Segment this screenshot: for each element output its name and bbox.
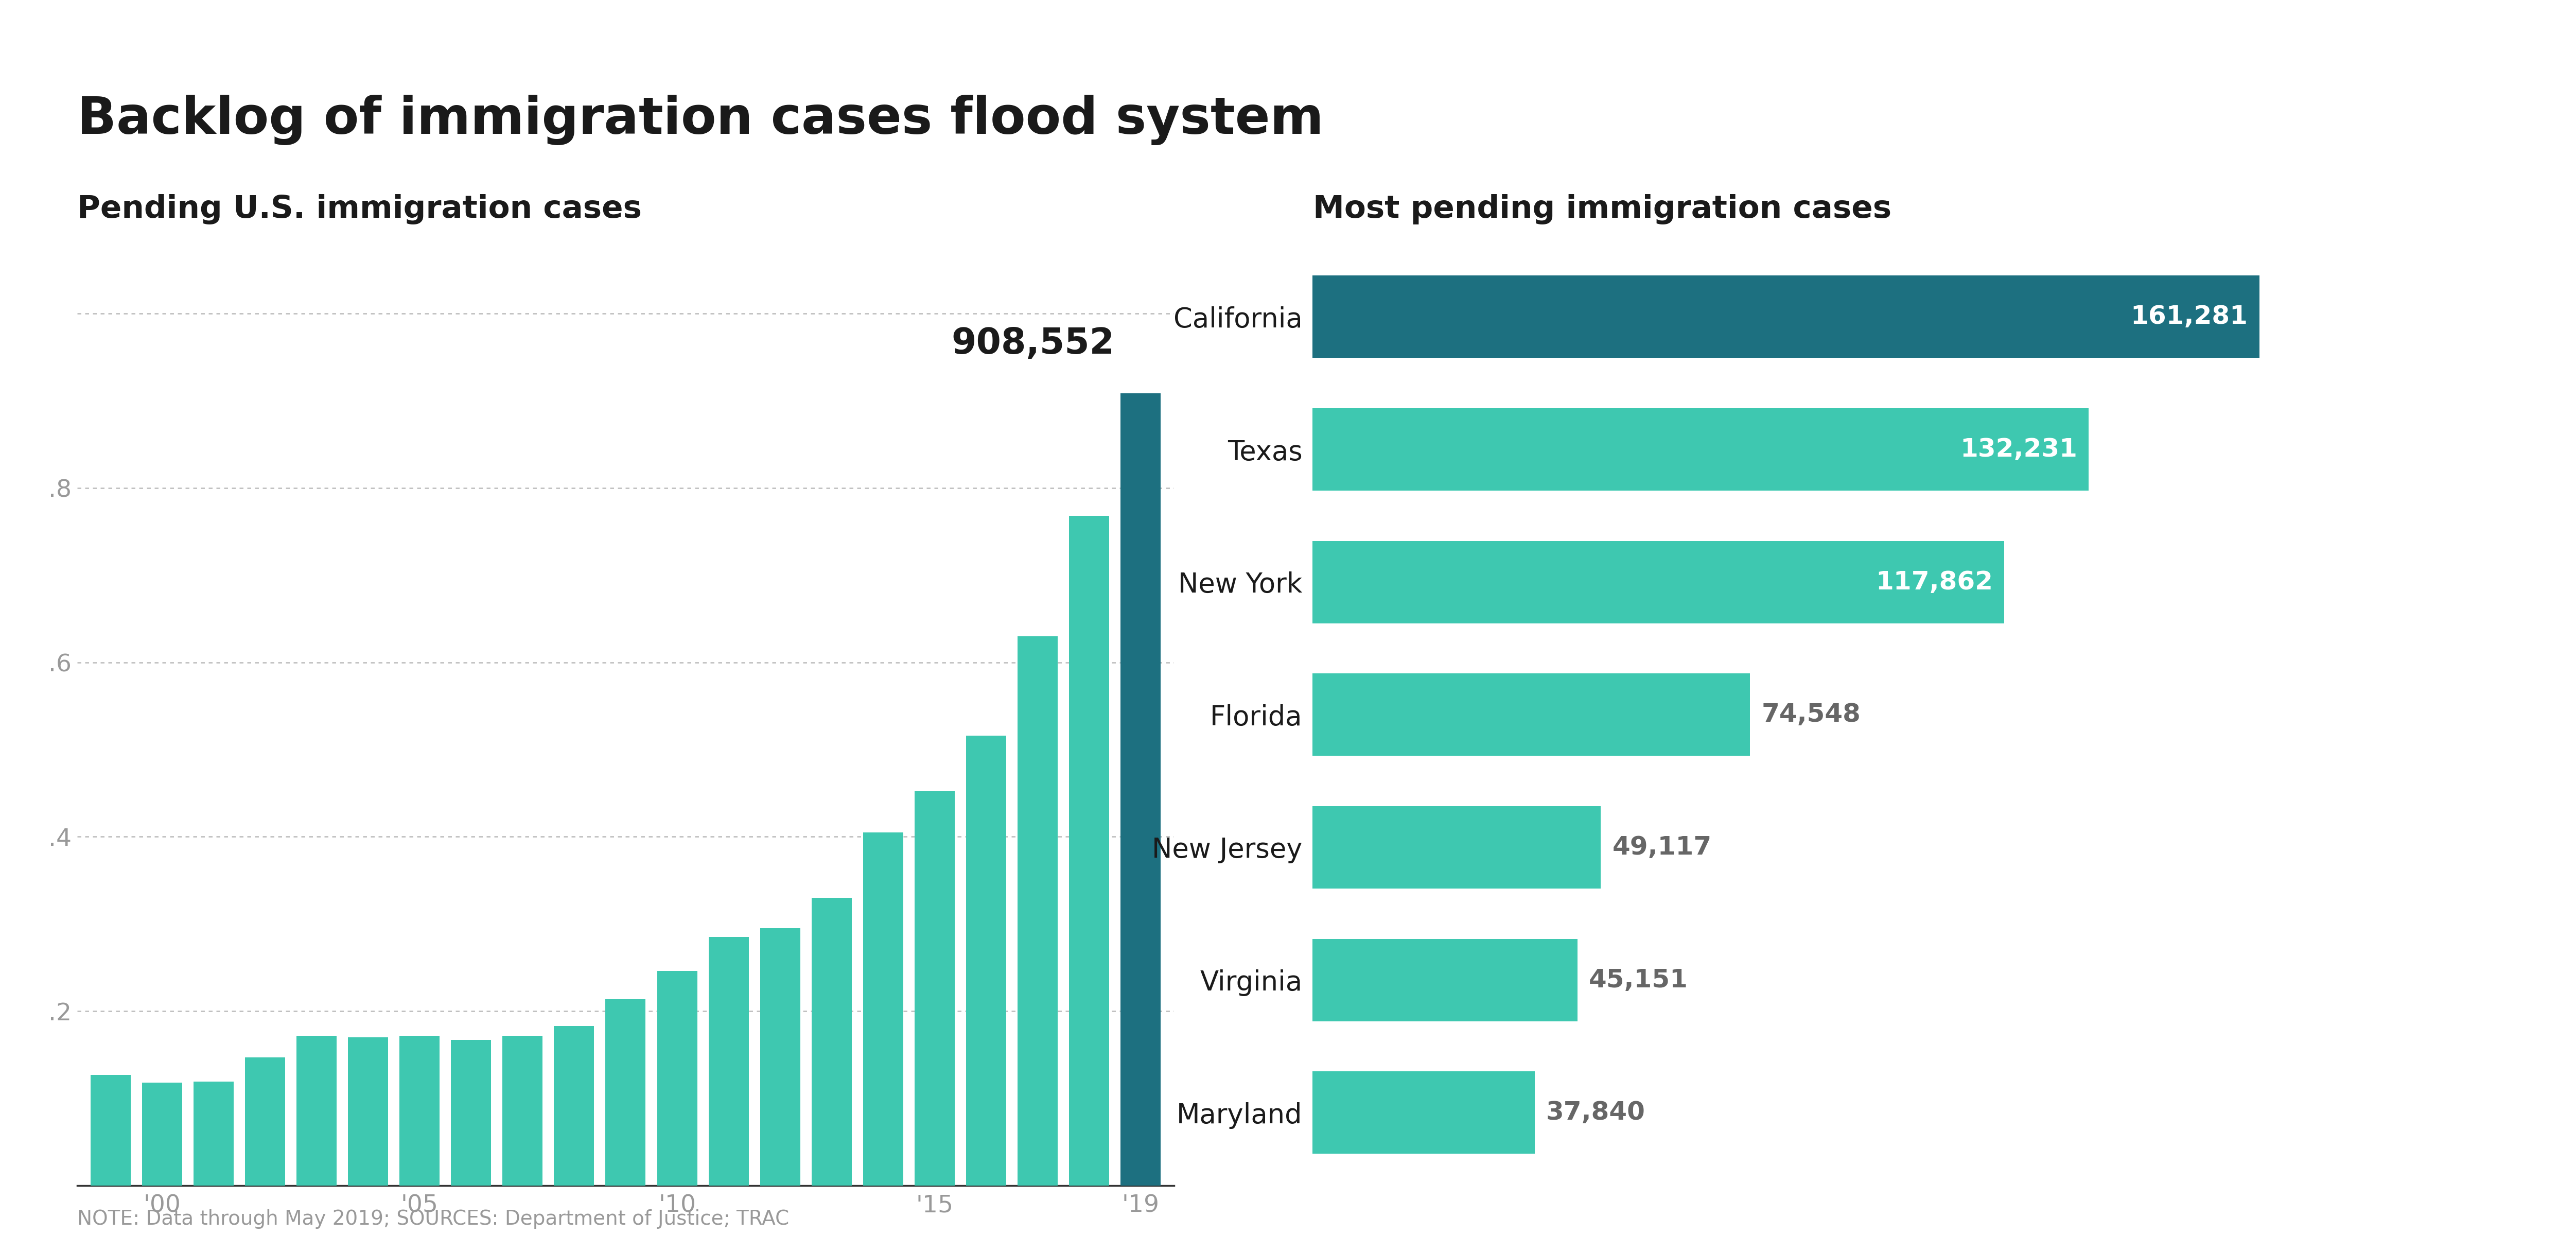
Text: 117,862: 117,862 [1875,569,1994,594]
Text: Most pending immigration cases: Most pending immigration cases [1314,194,1891,225]
Bar [245,1057,286,1186]
Bar [193,1082,234,1186]
Bar [1069,516,1110,1186]
Bar [1311,673,1749,756]
Bar [1311,541,2004,624]
Bar [708,937,750,1186]
Bar [1311,1072,1535,1153]
Bar [1311,939,1577,1021]
Bar [502,1036,544,1186]
Bar [554,1026,595,1186]
Bar [1311,275,2259,358]
Bar [863,832,904,1186]
Bar [914,792,956,1186]
Text: 49,117: 49,117 [1613,835,1710,860]
Text: Backlog of immigration cases flood system: Backlog of immigration cases flood syste… [77,95,1324,144]
Bar [1121,393,1162,1186]
Bar [296,1036,337,1186]
Bar [811,898,853,1186]
Bar [1311,806,1600,888]
Bar [605,999,647,1186]
Text: 132,231: 132,231 [1960,437,2076,462]
Bar [142,1083,183,1186]
Bar [657,971,698,1186]
Bar [966,736,1007,1186]
Bar [399,1036,440,1186]
Text: 37,840: 37,840 [1546,1100,1646,1125]
Text: NOTE: Data through May 2019; SOURCES: Department of Justice; TRAC: NOTE: Data through May 2019; SOURCES: De… [77,1209,788,1229]
Bar [451,1040,492,1186]
Bar [1311,409,2089,490]
Bar [760,929,801,1186]
Text: 45,151: 45,151 [1589,968,1687,993]
Text: 161,281: 161,281 [2130,304,2249,329]
Text: 908,552: 908,552 [951,326,1115,361]
Bar [1018,636,1059,1186]
Bar [90,1074,131,1186]
Text: 74,548: 74,548 [1762,703,1860,727]
Text: Pending U.S. immigration cases: Pending U.S. immigration cases [77,194,641,225]
Bar [348,1037,389,1186]
